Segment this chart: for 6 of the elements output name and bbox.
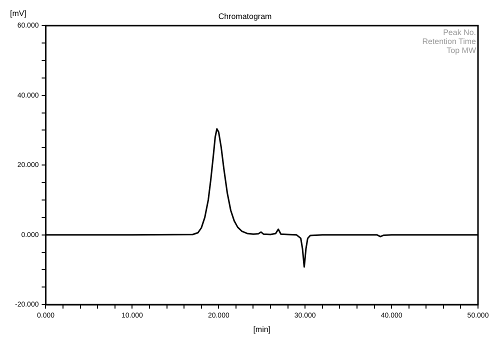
- annotation: Retention Time: [422, 36, 477, 46]
- chart-title: Chromatogram: [218, 12, 272, 22]
- annotation: Peak No.: [443, 28, 476, 37]
- y-axis-title: [mV]: [10, 9, 26, 18]
- annotation: Top MW: [446, 46, 476, 55]
- x-axis-title: [min]: [253, 325, 271, 334]
